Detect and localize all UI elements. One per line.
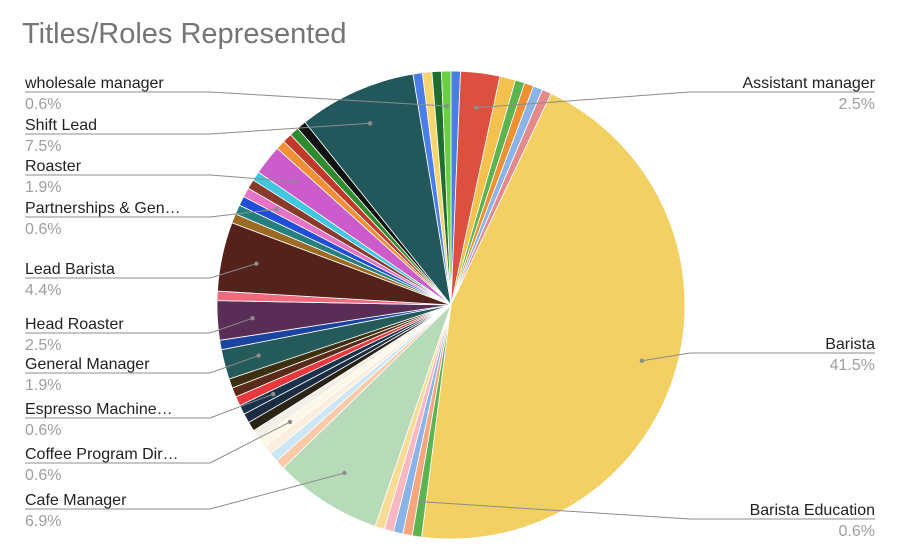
- leader-dot-lead-barista: [254, 261, 259, 266]
- slice-percent-assistant-manager: 2.5%: [839, 96, 875, 113]
- slice-percent-head-roaster: 2.5%: [25, 337, 61, 354]
- leader-line-assistant-manager: [475, 91, 875, 109]
- leader-line-wholesale-manager: [25, 91, 447, 107]
- leader-line-partnerships-gen: [25, 208, 277, 218]
- leader-dot-assistant-manager: [473, 105, 479, 110]
- slice-percent-barista-education: 0.6%: [839, 523, 875, 540]
- slice-percent-general-manager: 1.9%: [25, 377, 61, 394]
- slice-percent-espresso-machine: 0.6%: [25, 422, 61, 439]
- leader-dot-espresso-machine: [271, 391, 276, 397]
- leader-dot-roaster: [292, 179, 298, 184]
- leader-dot-barista-education: [419, 499, 425, 504]
- slice-label-lead-barista: Lead Barista: [25, 261, 115, 278]
- chart-title: Titles/Roles Represented: [22, 18, 347, 50]
- slice-label-assistant-manager: Assistant manager: [742, 75, 875, 92]
- leader-line-lead-barista: [25, 263, 257, 279]
- slice-percent-partnerships-gen: 0.6%: [25, 221, 61, 238]
- slice-label-head-roaster: Head Roaster: [25, 316, 124, 333]
- slice-percent-lead-barista: 4.4%: [25, 282, 61, 299]
- pie-slice-wholesale-manager: [441, 70, 452, 306]
- leader-line-head-roaster: [25, 317, 253, 334]
- slice-label-barista-education: Barista Education: [750, 502, 875, 519]
- leader-dot-coffee-program-dir: [287, 419, 293, 425]
- pie-slice-cafe-manager: [282, 304, 452, 527]
- leader-dot-cafe-manager: [342, 470, 347, 476]
- leader-dot-barista: [639, 358, 645, 363]
- slice-percent-barista: 41.5%: [830, 357, 875, 374]
- slice-label-general-manager: General Manager: [25, 356, 150, 373]
- leader-line-coffee-program-dir: [25, 421, 291, 464]
- slice-percent-roaster: 1.9%: [25, 179, 61, 196]
- leader-line-barista: [641, 352, 875, 362]
- slice-percent-cafe-manager: 6.9%: [25, 513, 61, 530]
- slice-label-coffee-program-dir: Coffee Program Dir…: [25, 446, 179, 463]
- slice-label-roaster: Roaster: [25, 158, 82, 175]
- slice-percent-coffee-program-dir: 0.6%: [25, 467, 61, 484]
- leader-line-barista-education: [421, 501, 875, 520]
- slice-label-espresso-machine: Espresso Machine…: [25, 401, 173, 418]
- leader-dot-partnerships-gen: [274, 207, 279, 212]
- slice-percent-wholesale-manager: 0.6%: [25, 96, 61, 113]
- leader-dot-general-manager: [256, 353, 261, 358]
- leader-line-espresso-machine: [25, 393, 274, 419]
- slice-label-cafe-manager: Cafe Manager: [25, 492, 127, 509]
- leader-line-shift-lead: [25, 122, 371, 135]
- leader-dot-wholesale-manager: [444, 103, 450, 109]
- leader-line-cafe-manager: [25, 472, 345, 510]
- slice-percent-shift-lead: 7.5%: [25, 138, 61, 155]
- slice-label-barista: Barista: [825, 336, 875, 353]
- leader-line-roaster: [25, 174, 296, 183]
- leader-dot-head-roaster: [250, 316, 255, 321]
- slice-label-wholesale-manager: wholesale manager: [24, 75, 164, 92]
- pie-slice-shift-lead: [304, 73, 452, 307]
- slice-label-partnerships-gen: Partnerships & Gen…: [25, 200, 181, 217]
- leader-dot-shift-lead: [367, 121, 373, 126]
- slice-label-shift-lead: Shift Lead: [25, 117, 97, 134]
- leader-line-general-manager: [25, 355, 259, 374]
- pie-slice-barista: [421, 93, 686, 540]
